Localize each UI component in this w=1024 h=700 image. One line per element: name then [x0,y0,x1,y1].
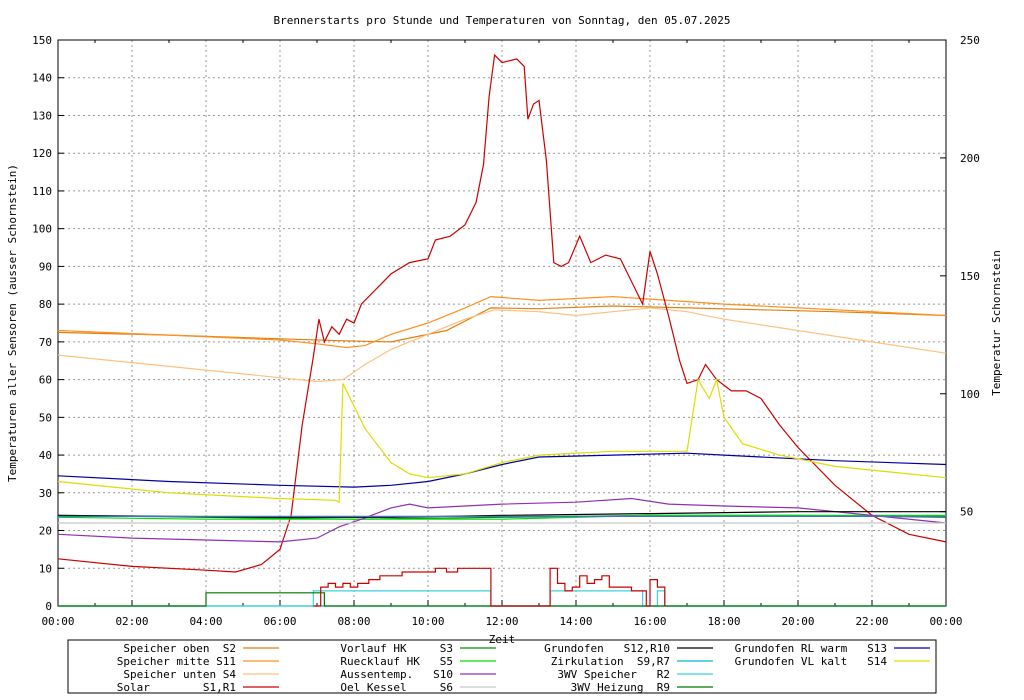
x-tick-label: 06:00 [263,615,296,628]
x-tick-label: 10:00 [411,615,444,628]
x-tick-label: 16:00 [633,615,666,628]
y-tick-label-left: 150 [32,34,52,47]
series-line [57,295,947,349]
x-tick-label: 02:00 [115,615,148,628]
legend-label: Zirkulation S9,R7 [551,655,670,668]
y-tick-label-left: 0 [45,600,52,613]
legend-label: 3WV Heizung R9 [571,681,670,694]
y-tick-label-right: 100 [960,388,980,401]
x-tick-label: 22:00 [855,615,888,628]
x-tick-label: 20:00 [781,615,814,628]
legend-label: Oel Kessel S6 [340,681,453,694]
legend-label: Speicher unten S4 [123,668,236,681]
series-layer [57,53,947,607]
series-line [57,377,947,504]
y-tick-label-left: 130 [32,109,52,122]
y-tick-label-left: 120 [32,147,52,160]
y-tick-label-left: 60 [39,374,52,387]
y-tick-label-left: 50 [39,411,52,424]
y-tick-label-left: 30 [39,487,52,500]
y-tick-label-left: 40 [39,449,52,462]
y-axis-label-right: Temperatur Schornstein [990,250,1003,396]
y-tick-label-left: 10 [39,562,52,575]
legend-label: Ruecklauf HK S5 [340,655,453,668]
legend-label: Aussentemp. S10 [340,668,453,681]
legend-label: Grundofen VL kalt S14 [735,655,888,668]
x-tick-label: 00:00 [929,615,962,628]
series-line [57,514,946,520]
x-tick-label: 08:00 [337,615,370,628]
legend-label: 3WV Speicher R2 [557,668,670,681]
series-line [57,307,947,383]
legend-frame [67,639,937,694]
x-tick-label: 00:00 [41,615,74,628]
y-tick-label-left: 80 [39,298,52,311]
x-tick-label: 04:00 [189,615,222,628]
y-tick-label-left: 110 [32,185,52,198]
y-tick-label-right: 50 [960,506,973,519]
y-tick-label-right: 200 [960,152,980,165]
series-line [57,497,947,543]
legend-label: Speicher mitte S11 [117,655,236,668]
x-tick-label: 12:00 [485,615,518,628]
series-line [57,511,946,518]
series-line [57,452,947,488]
x-tick-label: 18:00 [707,615,740,628]
series-line [57,305,947,343]
y-tick-label-left: 20 [39,525,52,538]
y-tick-label-left: 100 [32,223,52,236]
burner-starts-line [313,567,666,607]
series-line [58,592,946,607]
y-tick-label-right: 250 [960,34,980,47]
y-tick-label-left: 90 [39,260,52,273]
series-line [57,53,947,573]
y-tick-label-left: 70 [39,336,52,349]
legend-label: Grundofen S12,R10 [544,642,670,655]
y-axis-label-left: Temperaturen aller Sensoren (ausser Scho… [6,164,19,482]
legend-label: Vorlauf HK S3 [340,642,453,655]
chart-title: Brennerstarts pro Stunde und Temperature… [274,14,731,27]
legend-label: Solar S1,R1 [117,681,236,694]
legend-label: Speicher oben S2 [123,642,236,655]
axes: 0 10 20 30 40 50 60 70 80 90 100 110 120 130 140 150 50 1… [32,34,980,628]
y-tick-label-right: 150 [960,270,980,283]
series-line [58,590,946,607]
legend-label: Grundofen RL warm S13 [735,642,887,655]
x-tick-label: 14:00 [559,615,592,628]
grid [58,40,946,606]
y-tick-label-left: 140 [32,72,52,85]
